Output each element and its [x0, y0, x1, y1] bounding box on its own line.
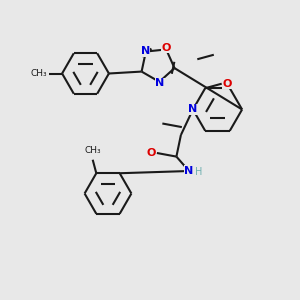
Text: O: O: [161, 43, 171, 53]
Text: CH₃: CH₃: [84, 146, 101, 155]
Text: O: O: [222, 79, 232, 89]
Text: H: H: [195, 167, 202, 177]
Text: N: N: [188, 104, 197, 115]
Text: CH₃: CH₃: [31, 69, 47, 78]
Text: N: N: [141, 46, 150, 56]
Text: N: N: [184, 166, 194, 176]
Text: O: O: [146, 148, 156, 158]
Text: N: N: [155, 78, 164, 88]
